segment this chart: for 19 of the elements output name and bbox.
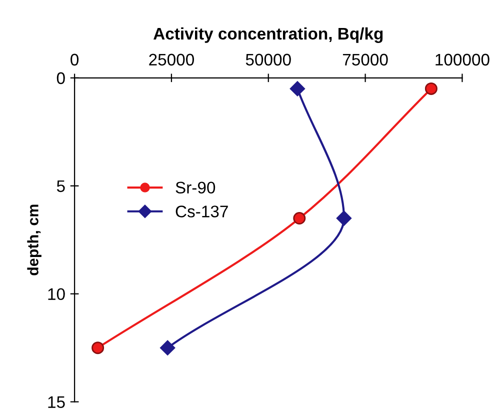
x-tick-label: 100000	[436, 54, 490, 66]
point	[290, 81, 306, 96]
y-tick-label: 15	[48, 396, 65, 408]
point	[424, 82, 438, 95]
point	[160, 340, 176, 356]
x-tick-label: 75000	[342, 54, 388, 66]
x-tick-label: 0	[70, 54, 79, 66]
y-tick-label: 0	[56, 72, 65, 84]
x-tick-label: 25000	[149, 54, 194, 66]
point	[336, 210, 352, 226]
point	[293, 212, 306, 225]
legend-label: Sr-90	[176, 182, 216, 194]
x-axis-title: Activity concentration, Bq/kg	[154, 27, 383, 43]
point	[92, 342, 104, 354]
y-axis-title: depth, cm	[27, 204, 42, 276]
y-tick-label: 10	[48, 288, 65, 300]
legend-label: Cs-137	[176, 206, 228, 218]
y-tick-label: 5	[56, 180, 65, 192]
x-tick-label: 50000	[246, 54, 291, 66]
